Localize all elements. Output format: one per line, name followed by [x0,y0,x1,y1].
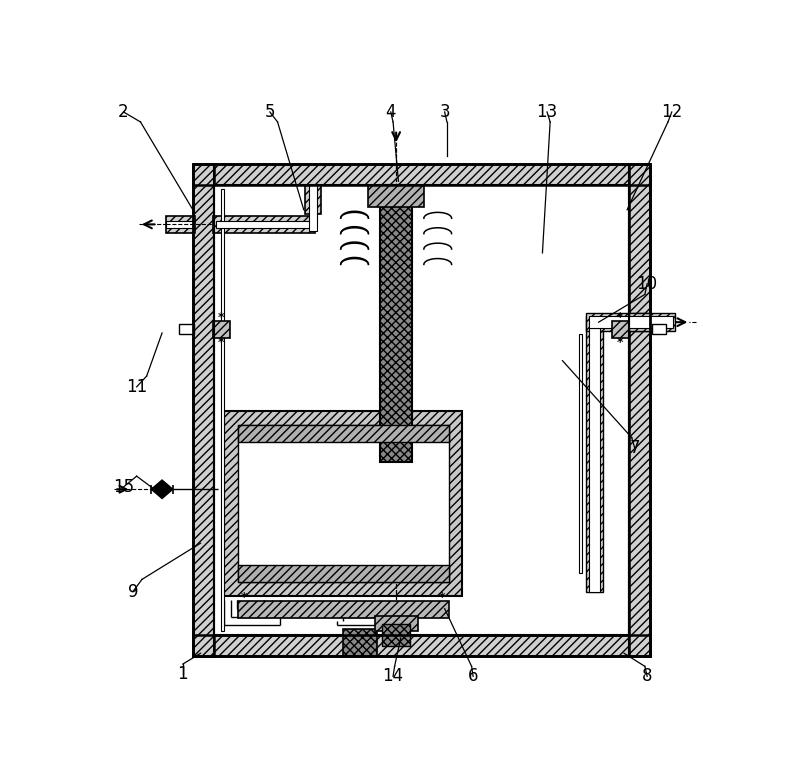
Bar [629,164,650,657]
Bar [238,601,449,618]
Text: 7: 7 [630,439,640,457]
Text: *: * [617,336,623,349]
Bar [309,185,317,231]
Bar [343,629,377,657]
Bar [193,164,650,657]
Text: 14: 14 [382,668,404,686]
Bar [586,313,650,331]
Text: *: * [241,591,247,605]
Bar [382,624,410,646]
Bar [213,216,315,233]
Bar [221,189,225,631]
Text: 11: 11 [126,378,147,396]
Text: 2: 2 [118,103,129,121]
Bar [652,324,666,334]
Bar [224,411,462,596]
Text: 13: 13 [537,103,558,121]
Bar [629,316,674,328]
Text: 15: 15 [113,478,134,496]
Text: 8: 8 [642,668,653,686]
Text: *: * [218,311,224,324]
Polygon shape [151,480,173,499]
Bar [238,425,449,442]
Bar [193,164,214,657]
Bar [166,220,193,228]
Bar [214,185,629,635]
Text: 10: 10 [637,275,658,293]
Text: 9: 9 [127,583,138,601]
Bar [612,321,629,337]
Bar [375,615,418,631]
Text: 5: 5 [265,103,275,121]
Bar [166,216,195,233]
Text: *: * [218,336,224,349]
Bar [179,324,194,334]
Bar [380,185,412,462]
Text: 4: 4 [386,103,396,121]
Bar [629,313,675,331]
Bar [305,185,322,214]
Bar [590,316,650,328]
Bar [590,327,600,593]
Text: 6: 6 [468,668,478,686]
Text: 1: 1 [178,665,188,683]
Bar [369,185,424,206]
Bar [238,566,449,583]
Bar [193,635,650,657]
Bar [586,316,603,593]
Bar [578,333,582,573]
Bar [213,321,230,337]
Bar [216,220,310,228]
Text: 3: 3 [439,103,450,121]
Bar [193,164,650,185]
Text: 12: 12 [661,103,682,121]
Text: *: * [617,311,623,324]
Bar [238,425,449,583]
Text: *: * [439,591,446,605]
